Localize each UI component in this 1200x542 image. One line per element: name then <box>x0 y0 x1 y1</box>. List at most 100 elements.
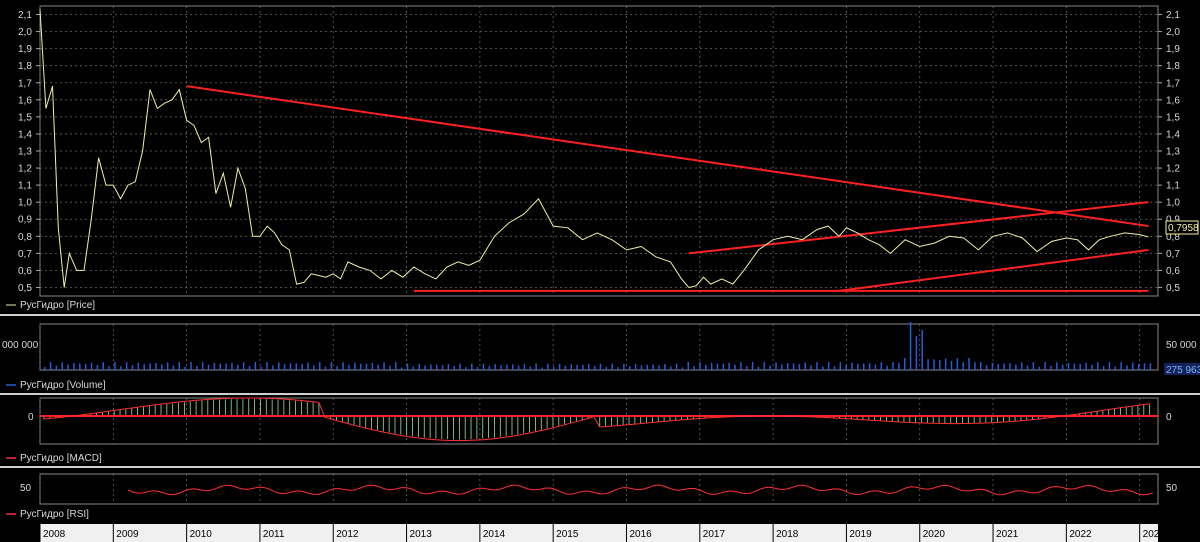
volume-bar <box>400 367 403 370</box>
volume-bar <box>371 362 374 370</box>
volume-bar <box>1050 365 1052 370</box>
volume-bar <box>289 363 292 370</box>
volume-bar <box>406 363 409 370</box>
volume-bar <box>395 362 397 370</box>
volume-bar <box>213 362 216 370</box>
volume-legend: РусГидро [Volume] <box>20 380 106 391</box>
volume-bar <box>73 363 75 370</box>
y-tick-label-left: 0,5 <box>18 283 32 294</box>
year-label: 2020 <box>923 529 946 540</box>
y-tick-label-right: 1,2 <box>1166 164 1180 175</box>
volume-bar <box>377 364 379 370</box>
y-tick-label-right: 2,0 <box>1166 27 1180 38</box>
volume-bar <box>155 363 157 370</box>
volume-bar <box>985 365 988 370</box>
y-tick-label-right: 1,5 <box>1166 112 1180 123</box>
volume-bar <box>880 362 883 370</box>
volume-bar <box>1073 363 1076 370</box>
volume-bar <box>693 365 695 370</box>
volume-bar <box>1015 364 1017 370</box>
volume-bar <box>219 363 221 370</box>
price-series-line <box>39 9 1149 289</box>
volume-bar <box>318 362 321 370</box>
volume-bar <box>950 361 953 370</box>
y-tick-label-left: 0,6 <box>18 266 32 277</box>
volume-bar <box>295 363 298 370</box>
volume-bar <box>517 365 520 370</box>
volume-bar <box>359 363 362 370</box>
volume-panel-frame <box>39 323 1159 371</box>
volume-bar <box>342 362 344 370</box>
year-label: 2013 <box>410 529 433 540</box>
volume-bar <box>237 364 239 370</box>
volume-bar <box>488 366 491 370</box>
y-tick-label-left: 1,9 <box>18 44 32 55</box>
volume-bar <box>482 363 485 370</box>
price-label-box <box>1165 220 1199 235</box>
volume-bar <box>962 362 964 370</box>
volume-bar <box>453 366 455 370</box>
volume-bar <box>558 363 561 370</box>
volume-bar <box>283 364 286 370</box>
volume-bar <box>336 366 338 370</box>
volume-bar <box>447 364 450 370</box>
y-tick-label-left: 1,1 <box>18 181 32 192</box>
y-tick-label-left: 1,6 <box>18 95 32 106</box>
volume-bar <box>775 362 777 370</box>
volume-bar <box>67 364 69 370</box>
volume-bar <box>441 365 444 370</box>
volume-bar <box>201 362 204 370</box>
volume-bar <box>552 366 555 370</box>
y-tick-label-left: 1,7 <box>18 78 32 89</box>
volume-bar <box>301 364 303 370</box>
y-tick-label-left: 1,4 <box>18 129 32 140</box>
volume-bar <box>143 364 145 370</box>
volume-bar <box>804 362 806 370</box>
volume-bar <box>1091 364 1093 370</box>
volume-bar <box>623 363 625 370</box>
volume-bar <box>605 366 608 370</box>
volume-bar <box>792 363 795 370</box>
volume-bar <box>833 366 836 370</box>
volume-bar <box>307 362 309 370</box>
y-tick-label-right: 1,3 <box>1166 147 1180 158</box>
volume-bar <box>184 366 186 370</box>
volume-bar <box>207 364 210 370</box>
volume-bar <box>84 363 87 370</box>
year-label: 2017 <box>703 529 726 540</box>
macd-histogram <box>43 398 1151 440</box>
volume-bar <box>634 364 637 370</box>
y-tick-label-right: 1,8 <box>1166 61 1180 72</box>
volume-bar <box>909 322 912 370</box>
macd-panel-frame <box>39 397 1159 445</box>
volume-bar <box>903 358 906 370</box>
volume-bar <box>242 362 245 370</box>
year-label: 2009 <box>116 529 139 540</box>
y-tick-label-left: 2,1 <box>18 10 32 21</box>
volume-bar <box>740 362 742 370</box>
y-tick-label-left: 0,9 <box>18 215 32 226</box>
y-tick-label-right: 2,1 <box>1166 10 1180 21</box>
volume-bar <box>1061 364 1064 370</box>
volume-bar <box>839 362 842 370</box>
volume-bar <box>465 367 467 370</box>
volume-bar <box>757 366 760 370</box>
volume-bar <box>471 363 473 370</box>
y-tick-label-right: 0,7 <box>1166 249 1180 260</box>
volume-bar <box>617 367 619 370</box>
volume-bar <box>564 365 567 370</box>
volume-bar <box>810 365 812 370</box>
volume-bar <box>991 362 994 370</box>
volume-bar <box>728 362 730 370</box>
volume-bar <box>576 364 578 370</box>
volume-bar <box>1097 362 1099 370</box>
volume-bar <box>886 365 888 370</box>
volume-bar <box>506 364 508 370</box>
volume-bar <box>114 362 116 370</box>
macd-left-zero: 0 <box>28 412 34 423</box>
volume-bar <box>933 359 935 370</box>
y-tick-label-right: 1,1 <box>1166 181 1180 192</box>
grid <box>39 6 1158 504</box>
volume-bar <box>716 363 719 370</box>
volume-bar <box>529 366 532 370</box>
